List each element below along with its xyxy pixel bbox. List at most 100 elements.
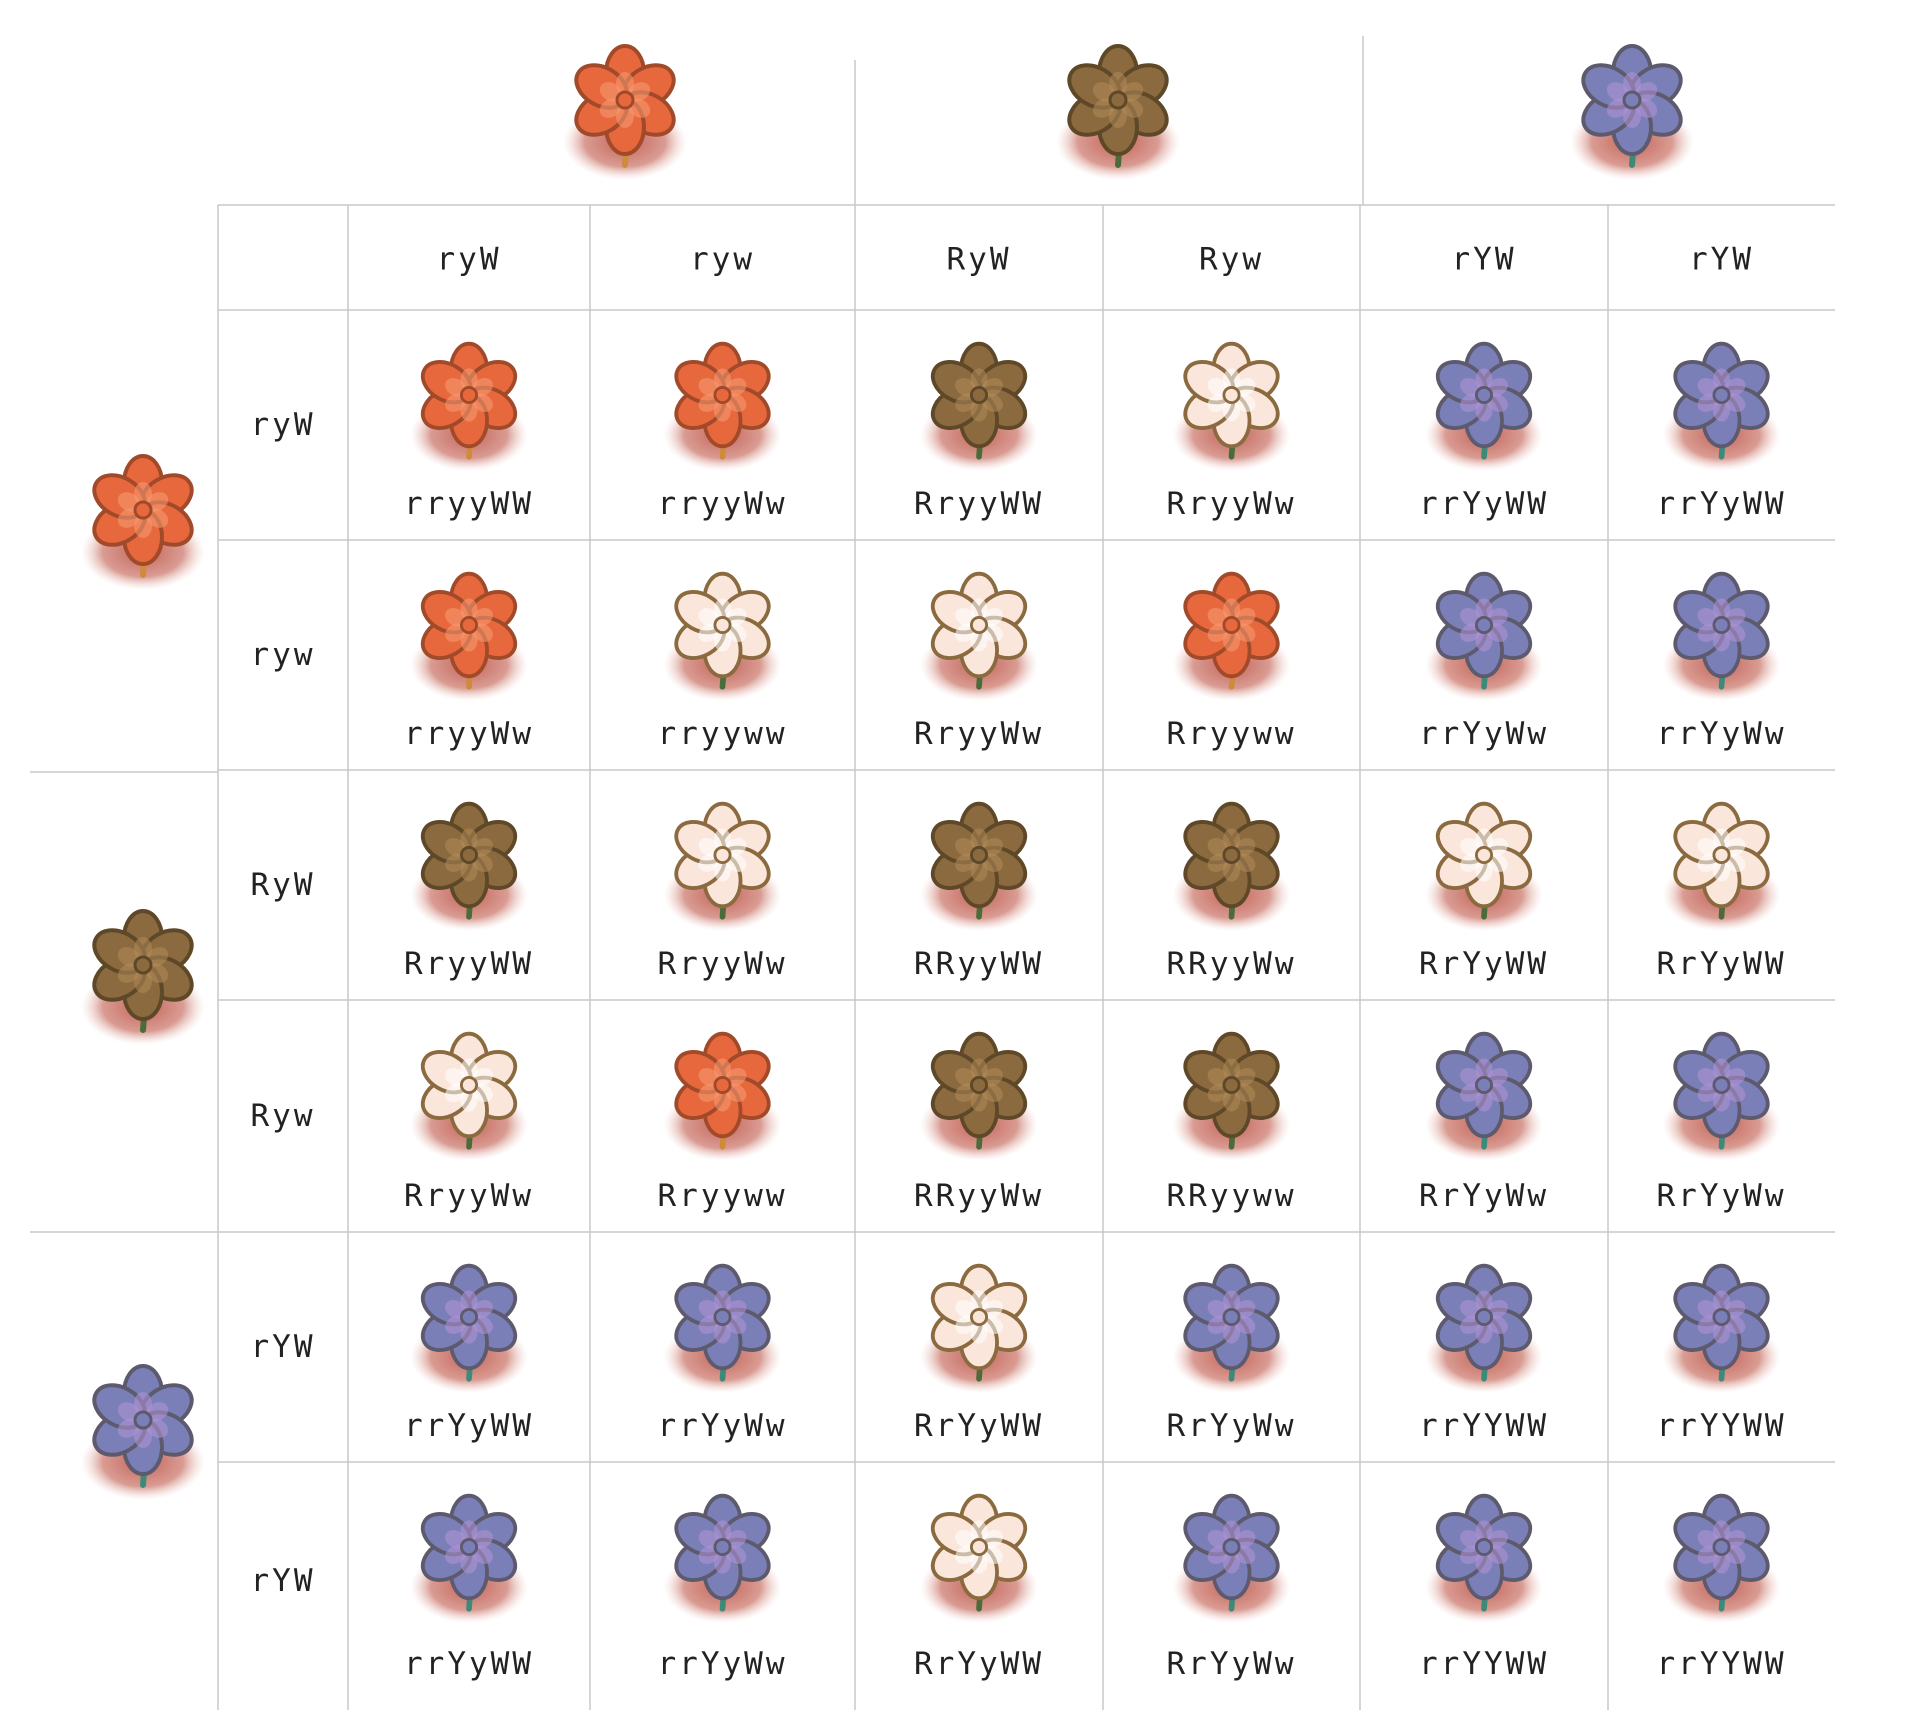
- offspring-flower-purple: [1425, 571, 1543, 701]
- petals: [1673, 571, 1770, 679]
- offspring-cell: RryyWw: [1167, 341, 1297, 522]
- parent-flower-brown: [1056, 44, 1180, 180]
- offspring-flower-brown: [410, 801, 528, 931]
- offspring-cell: RRyyWw: [914, 1031, 1044, 1214]
- offspring-cell: RryyWw: [404, 1031, 531, 1214]
- offspring-cell: RryyWw: [914, 571, 1044, 752]
- row-gamete-label: Ryw: [251, 1098, 316, 1134]
- flower-center: [969, 615, 989, 635]
- flower-center: [1622, 90, 1642, 110]
- flower-center: [1474, 845, 1494, 865]
- offspring-cell: RrYyWw: [1167, 1263, 1297, 1444]
- genotype-label: RRyyWw: [1167, 946, 1297, 982]
- offspring-cell: RRyyww: [1167, 1031, 1297, 1214]
- offspring-flower-brown: [1172, 1031, 1291, 1161]
- genotype-label: rrYyWW: [1657, 486, 1787, 522]
- flower-center: [1712, 385, 1731, 405]
- genotype-label: rrYyWw: [1419, 716, 1549, 752]
- genotype-label: RrYyWw: [1419, 1178, 1549, 1214]
- offspring-cell: Rryyww: [658, 1031, 784, 1214]
- flower-center: [459, 845, 479, 865]
- row-gamete-label: ryW: [251, 407, 316, 443]
- flower-center: [1222, 1307, 1241, 1327]
- petals: [1435, 1031, 1533, 1139]
- genotype-label: RryyWw: [914, 716, 1044, 752]
- flower-center: [459, 385, 479, 405]
- offspring-cell: rryyWw: [404, 571, 531, 752]
- genotype-label: RRyyww: [1167, 1178, 1297, 1214]
- row-gamete-label: rYW: [251, 1329, 316, 1365]
- offspring-cell: Rryyww: [1167, 571, 1293, 752]
- petals: [420, 1493, 518, 1601]
- offspring-cell: RryyWW: [914, 341, 1041, 522]
- flower-center: [615, 90, 635, 110]
- petals: [420, 571, 518, 679]
- genotype-label: rrYYWW: [1657, 1646, 1787, 1682]
- flower-center: [713, 1075, 732, 1095]
- flower-center: [1222, 1537, 1241, 1557]
- offspring-cell: rrYYWW: [1657, 1493, 1787, 1682]
- petals: [674, 1263, 771, 1371]
- flower-center: [459, 1075, 479, 1095]
- offspring-cell: rrYYWW: [1419, 1493, 1546, 1682]
- parent-flower-red: [81, 454, 205, 590]
- offspring-flower-brown: [920, 341, 1038, 471]
- genotype-label: RrYyWw: [1167, 1408, 1297, 1444]
- offspring-flower-purple: [410, 1263, 528, 1393]
- flower-center: [969, 845, 989, 865]
- flower-center: [459, 615, 479, 635]
- genotype-label: RRyyWw: [914, 1178, 1044, 1214]
- genotype-label: RrYyWw: [1167, 1646, 1297, 1682]
- flower-center: [713, 385, 732, 405]
- offspring-flower-pale: [920, 1493, 1038, 1623]
- genotype-label: RRyyWW: [914, 946, 1044, 982]
- genotype-label: rrYyWW: [404, 1408, 534, 1444]
- offspring-cell: rrYyWw: [658, 1263, 788, 1444]
- offspring-cell: rrYYWW: [1657, 1263, 1783, 1444]
- genotype-label: RrYyWW: [1657, 946, 1787, 982]
- genotype-label: rrYYWW: [1419, 1408, 1549, 1444]
- offspring-cell: RrYyWW: [1419, 801, 1546, 982]
- offspring-cell: rrYyWW: [404, 1263, 534, 1444]
- flower-center: [1712, 845, 1731, 865]
- offspring-flower-pale: [663, 571, 782, 701]
- offspring-flower-pale: [1425, 801, 1543, 931]
- offspring-cell: RrYyWw: [1167, 1493, 1297, 1682]
- offspring-cell: RRyyWW: [914, 801, 1044, 982]
- top-parent-row: [563, 44, 1694, 180]
- offspring-flower-purple: [1662, 1493, 1781, 1623]
- offspring-cells: rryyWW rryyWw RryyWW RryyWw rrYyWW rrYyWW rryy…: [404, 341, 1787, 1682]
- row-gamete-label: rYW: [251, 1563, 316, 1599]
- offspring-flower-purple: [663, 1263, 782, 1393]
- flower-center: [1474, 1075, 1494, 1095]
- offspring-flower-purple: [1425, 1263, 1543, 1393]
- petals: [930, 571, 1028, 679]
- flower-center: [459, 1307, 479, 1327]
- offspring-flower-purple: [1662, 1263, 1781, 1393]
- genotype-label: RryyWw: [658, 946, 788, 982]
- flower-center: [969, 1307, 989, 1327]
- genotype-label: rryyWw: [658, 486, 788, 522]
- offspring-flower-purple: [410, 1493, 528, 1623]
- parent-flower-purple: [1570, 44, 1694, 180]
- flower-center: [1222, 1075, 1241, 1095]
- column-gamete-headers: ryW ryw RyW Ryw rYW rYW: [437, 242, 1752, 278]
- offspring-cell: rrYyWW: [404, 1493, 531, 1682]
- offspring-cell: rrYyWW: [1419, 341, 1546, 522]
- flower-center: [1474, 1537, 1494, 1557]
- flower-center: [1712, 1307, 1731, 1327]
- flower-center: [713, 1537, 732, 1557]
- offspring-cell: RRyyWw: [1167, 801, 1297, 982]
- column-gamete-label: RyW: [947, 242, 1012, 278]
- offspring-flower-pale: [920, 1263, 1038, 1393]
- petals: [92, 454, 194, 566]
- offspring-flower-pale: [663, 801, 782, 931]
- offspring-flower-purple: [1425, 1031, 1543, 1161]
- genotype-label: RrYyWW: [914, 1646, 1044, 1682]
- offspring-cell: RrYyWW: [914, 1493, 1044, 1682]
- genotype-label: rrYyWw: [658, 1408, 788, 1444]
- offspring-flower-red: [663, 1031, 782, 1161]
- row-gamete-label: RyW: [251, 867, 316, 903]
- flower-center: [1474, 615, 1494, 635]
- genotype-label: RryyWw: [1167, 486, 1297, 522]
